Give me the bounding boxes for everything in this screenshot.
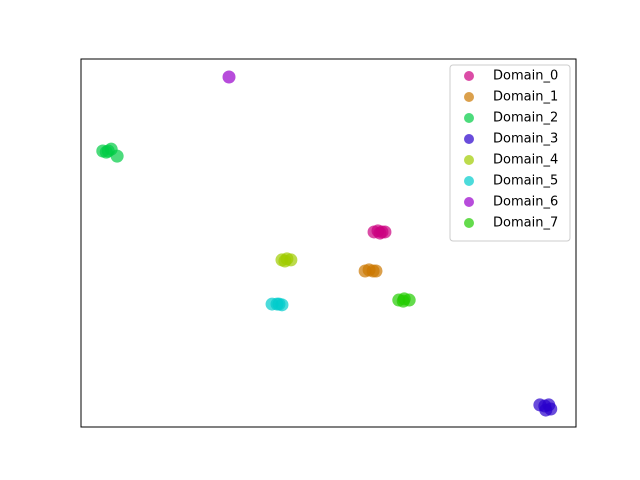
legend-marker bbox=[464, 134, 474, 144]
point bbox=[396, 294, 410, 308]
legend-marker bbox=[464, 176, 474, 186]
legend-label: Domain_5 bbox=[493, 174, 558, 189]
legend-marker bbox=[464, 113, 474, 123]
legend-marker bbox=[464, 197, 474, 207]
legend-marker bbox=[464, 71, 474, 81]
point bbox=[222, 70, 236, 84]
point bbox=[369, 264, 383, 278]
legend-label: Domain_4 bbox=[493, 153, 558, 168]
legend-label: Domain_0 bbox=[493, 69, 558, 84]
legend-marker bbox=[464, 155, 474, 165]
legend-marker bbox=[464, 92, 474, 102]
point bbox=[278, 254, 292, 268]
legend-label: Domain_7 bbox=[493, 216, 558, 231]
legend-label: Domain_1 bbox=[493, 90, 558, 105]
point bbox=[99, 145, 113, 159]
legend-marker bbox=[464, 218, 474, 228]
legend-label: Domain_6 bbox=[493, 195, 558, 210]
point bbox=[544, 402, 558, 416]
legend-box bbox=[449, 64, 571, 242]
point bbox=[110, 149, 124, 163]
legend-label: Domain_2 bbox=[493, 111, 558, 126]
point bbox=[373, 226, 387, 240]
legend-label: Domain_3 bbox=[493, 132, 558, 147]
point bbox=[272, 297, 286, 311]
